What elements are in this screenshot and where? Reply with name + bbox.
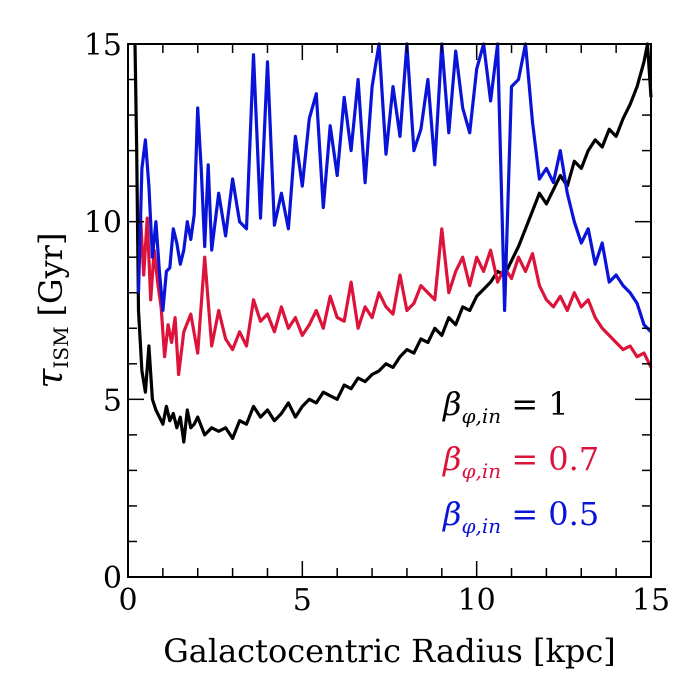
y-axis-label-symbol: τ: [30, 367, 71, 388]
legend-entry-value: = 0.5: [501, 495, 599, 533]
series-line-2: [136, 42, 653, 333]
y-axis-label-unit: [Gyr]: [32, 233, 70, 317]
x-tick-label: 0: [118, 583, 137, 618]
legend: βφ,in = 1 βφ,in = 0.7 βφ,in = 0.5: [442, 385, 599, 538]
y-axis-label-subscript: ISM: [49, 326, 73, 368]
series-line-1: [138, 210, 653, 377]
x-tick-label: 5: [293, 583, 312, 618]
legend-entry-subscript: φ,in: [462, 514, 502, 538]
series-layer: [133, 42, 653, 444]
legend-entry-symbol: β: [442, 495, 462, 533]
x-tick-label: 15: [632, 583, 670, 618]
legend-entry-beta-0.5: βφ,in = 0.5: [442, 495, 599, 538]
y-tick-label: 10: [84, 206, 122, 241]
legend-entry-beta-1: βφ,in = 1: [442, 385, 569, 428]
y-tick-label: 5: [103, 383, 122, 418]
legend-entry-symbol: β: [442, 385, 462, 423]
y-tick-label: 15: [84, 28, 122, 63]
tick-labels-layer: 0 5 10 15 0 5 10 15: [84, 28, 670, 618]
legend-entry-beta-0.7: βφ,in = 0.7: [442, 440, 599, 483]
y-axis-label: τISM [Gyr]: [30, 233, 73, 389]
x-tick-label: 10: [458, 583, 496, 618]
series-line-0: [133, 42, 653, 444]
y-tick-label: 0: [103, 561, 122, 596]
legend-entry-symbol: β: [442, 440, 462, 478]
plot-frame: [127, 43, 652, 578]
legend-entry-value: = 0.7: [501, 440, 599, 478]
ticks-layer: [127, 43, 652, 578]
x-axis-label: Galactocentric Radius [kpc]: [163, 632, 616, 670]
legend-entry-subscript: φ,in: [462, 459, 502, 483]
legend-entry-subscript: φ,in: [462, 404, 502, 428]
legend-entry-value: = 1: [501, 385, 569, 423]
